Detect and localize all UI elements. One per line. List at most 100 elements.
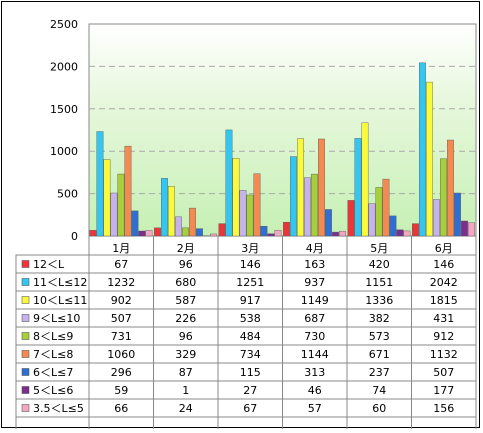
bar [210, 234, 216, 236]
bar [189, 208, 195, 236]
bar [275, 230, 281, 236]
bar [146, 230, 152, 236]
bar [240, 190, 246, 236]
data-value: 66 [114, 402, 128, 415]
data-value: 1 [182, 384, 189, 397]
bar [454, 193, 460, 236]
bar [447, 140, 453, 236]
data-value: 1132 [430, 348, 458, 361]
legend-label: 3.5＜L≤5 [33, 402, 84, 415]
data-value: 24 [179, 402, 193, 415]
data-value: 731 [111, 330, 132, 343]
data-value: 96 [179, 258, 193, 271]
legend-swatch [22, 369, 29, 376]
bar [311, 174, 317, 236]
data-value: 420 [369, 258, 390, 271]
legend-label: 7＜L≤8 [33, 348, 73, 361]
legend-swatch [22, 333, 29, 340]
bar [182, 228, 188, 236]
bar [468, 223, 474, 236]
x-category-label: 5月 [370, 242, 388, 255]
bar [369, 204, 375, 236]
data-value: 1232 [107, 276, 135, 289]
legend-label: 8＜L≤9 [33, 330, 73, 343]
data-value: 1151 [365, 276, 393, 289]
bar [332, 232, 338, 236]
bar [325, 209, 331, 236]
data-value: 1060 [107, 348, 135, 361]
data-value: 507 [111, 312, 132, 325]
bar [404, 231, 410, 236]
bar [268, 234, 274, 236]
data-value: 67 [243, 402, 257, 415]
data-value: 2042 [430, 276, 458, 289]
data-value: 1149 [301, 294, 329, 307]
data-value: 156 [433, 402, 454, 415]
y-tick-label: 0 [71, 230, 78, 243]
x-category-label: 1月 [112, 242, 130, 255]
bar [139, 231, 145, 236]
y-tick-label: 2500 [50, 18, 78, 31]
bar [90, 230, 96, 236]
data-value: 687 [304, 312, 325, 325]
legend-swatch [22, 351, 29, 358]
bar [304, 178, 310, 236]
bar [161, 178, 167, 236]
data-value: 60 [372, 402, 386, 415]
y-tick-label: 1500 [50, 103, 78, 116]
data-value: 1251 [236, 276, 264, 289]
data-value: 912 [433, 330, 454, 343]
x-category-label: 4月 [306, 242, 324, 255]
bar [426, 82, 432, 236]
data-value: 27 [243, 384, 257, 397]
data-value: 59 [114, 384, 128, 397]
bar [376, 187, 382, 236]
data-value: 431 [433, 312, 454, 325]
bar [440, 159, 446, 236]
bar [254, 174, 260, 236]
data-value: 96 [179, 330, 193, 343]
data-value: 57 [308, 402, 322, 415]
data-value: 87 [179, 366, 193, 379]
data-value: 296 [111, 366, 132, 379]
data-value: 587 [175, 294, 196, 307]
legend-label: 11＜L≤12 [33, 276, 87, 289]
bar [118, 174, 124, 236]
legend-swatch [22, 387, 29, 394]
bar [318, 139, 324, 236]
data-value: 226 [175, 312, 196, 325]
legend-swatch [22, 279, 29, 286]
data-value: 917 [240, 294, 261, 307]
bar [111, 193, 117, 236]
bar [290, 157, 296, 236]
data-value: 484 [240, 330, 261, 343]
legend-swatch [22, 261, 29, 268]
bar [168, 186, 174, 236]
bar [125, 146, 131, 236]
bar [175, 217, 181, 236]
y-tick-label: 2000 [50, 60, 78, 73]
data-value: 146 [433, 258, 454, 271]
data-value: 313 [304, 366, 325, 379]
data-value: 115 [240, 366, 261, 379]
data-value: 902 [111, 294, 132, 307]
data-value: 680 [175, 276, 196, 289]
y-tick-label: 1000 [50, 145, 78, 158]
legend-label: 9＜L≤10 [33, 312, 80, 325]
data-value: 538 [240, 312, 261, 325]
bar [104, 160, 110, 236]
data-value: 1144 [301, 348, 329, 361]
bar [154, 228, 160, 236]
bar [196, 229, 202, 236]
plot-background [89, 24, 476, 236]
data-value: 730 [304, 330, 325, 343]
data-value: 237 [369, 366, 390, 379]
x-category-label: 2月 [177, 242, 195, 255]
data-value: 573 [369, 330, 390, 343]
bar [412, 224, 418, 236]
legend-label: 10＜L≤11 [33, 294, 87, 307]
bar [433, 199, 439, 236]
bar [297, 139, 303, 236]
